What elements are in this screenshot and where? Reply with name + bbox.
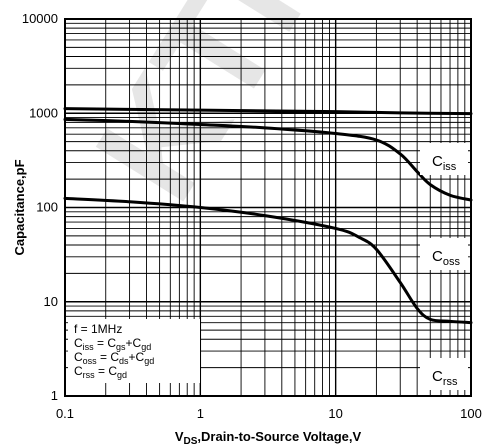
y-tick-label: 10 [44, 294, 58, 309]
plot-frame [64, 18, 472, 397]
curves [63, 107, 473, 325]
y-tick-label: 10000 [22, 11, 58, 26]
annotation-line: Ciss = Cgs+Cgd [74, 336, 151, 352]
y-axis-label: Capacitance,pF [12, 159, 27, 255]
y-tick-label: 1 [51, 388, 58, 403]
x-tick-label: 10 [328, 406, 342, 421]
annotation-line: Coss = Cds+Cgd [74, 350, 154, 366]
series-label-text: Crss [432, 368, 458, 388]
series-label-crss: Crss [420, 358, 468, 390]
series-labels: Ciss Coss Crss [420, 143, 468, 390]
series-label-box [420, 238, 468, 270]
y-tick-label: 100 [36, 200, 58, 215]
x-tick-label: 1 [197, 406, 204, 421]
series-label-ciss: Ciss [420, 143, 468, 175]
series-label-box [420, 143, 468, 175]
y-tick-label: 1000 [29, 105, 58, 120]
series-line-coss [63, 117, 473, 202]
annotation-line: Crss = Cgd [74, 364, 127, 380]
x-tick-label: 100 [460, 406, 482, 421]
series-label-text: Coss [432, 248, 460, 268]
series-label-coss: Coss [420, 238, 468, 270]
series-line-ciss [63, 107, 473, 116]
annotation-line: f = 1MHz [74, 322, 122, 336]
series-line-crss [63, 196, 473, 325]
x-tick-label: 0.1 [56, 406, 74, 421]
annotation-background [68, 319, 200, 383]
x-axis-label: VDS,Drain-to-Source Voltage,V [175, 429, 362, 447]
series-label-text: Ciss [432, 153, 457, 173]
tick-labels: 0.1 1 10 100 1 10 100 1000 10000 [22, 11, 482, 421]
series-label-box [420, 358, 468, 390]
